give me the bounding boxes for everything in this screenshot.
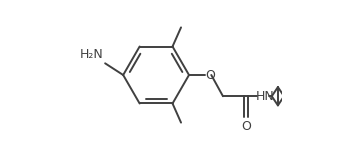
Text: O: O bbox=[241, 120, 251, 133]
Text: O: O bbox=[205, 69, 216, 81]
Text: H₂N: H₂N bbox=[80, 48, 104, 61]
Text: HN: HN bbox=[256, 90, 275, 103]
